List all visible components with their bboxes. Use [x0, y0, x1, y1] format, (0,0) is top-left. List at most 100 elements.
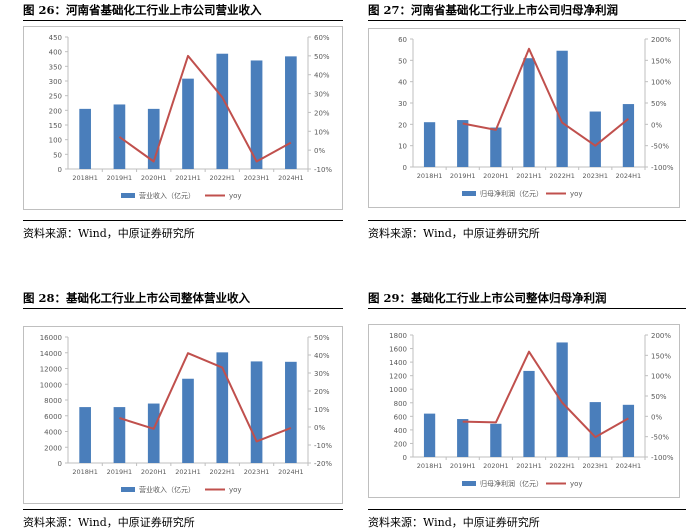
bar	[622, 404, 635, 457]
title-rule	[368, 20, 686, 21]
chart-panel-28: 图 28：基础化工行业上市公司整体营业收入 0 2000 4000 6000 8000 1…	[23, 288, 343, 532]
y-tick-label-left: 2000	[44, 444, 62, 452]
y-tick-label-right: 20%	[314, 109, 330, 117]
bar	[457, 120, 469, 167]
x-tick-label: 2020H1	[483, 172, 509, 180]
y-tick-label-right: 30%	[314, 91, 330, 99]
bar	[423, 413, 436, 457]
y-tick-label-left: 10	[398, 143, 407, 151]
y-tick-label-right: 20%	[314, 388, 330, 396]
bar	[113, 104, 126, 169]
figure-title: 图 27：河南省基础化工行业上市公司归母净利润	[368, 3, 619, 17]
chart-svg: 0 2000 4000 6000 8000 10000 12000 14000 16000 -20…	[40, 334, 333, 494]
y-tick-label-left: 450	[49, 34, 62, 42]
x-tick-label: 2018H1	[417, 172, 443, 180]
y-tick-label-left: 60	[398, 36, 407, 44]
y-tick-label-left: 100	[49, 137, 62, 145]
x-tick-label: 2018H1	[72, 468, 98, 476]
y-tick-label-right: 40%	[314, 72, 330, 80]
bar	[285, 56, 297, 169]
y-tick-label-left: 1400	[389, 359, 407, 367]
bar	[622, 104, 635, 167]
y-tick-label-left: 600	[394, 413, 407, 421]
y-tick-label-right: 50%	[314, 53, 330, 61]
title-rule	[23, 308, 343, 309]
y-tick-label-left: 400	[394, 427, 407, 435]
y-tick-label-left: 14000	[40, 350, 62, 358]
y-tick-label-left: 8000	[44, 397, 62, 405]
y-tick-label-left: 1200	[389, 373, 407, 381]
y-tick-label-left: 250	[49, 93, 62, 101]
chart-panel-29: 图 29：基础化工行业上市公司整体归母净利润 0 200 400 600 800 1000…	[368, 288, 686, 532]
y-tick-label-left: 200	[49, 107, 62, 115]
bar	[285, 361, 297, 463]
x-tick-label: 2023H1	[244, 468, 270, 476]
y-tick-label-right: -100%	[651, 454, 674, 462]
y-tick-label-left: 200	[394, 440, 407, 448]
legend-label-bar: 归母净利润（亿元）	[480, 189, 543, 198]
x-tick-label: 2024H1	[616, 462, 642, 470]
bar	[523, 58, 535, 168]
y-tick-label-right: 30%	[314, 370, 330, 378]
source-note: 资料来源：Wind，中原证券研究所	[23, 516, 195, 529]
chart-svg: 0 50 100 150 200 250 300 350 400 450 -10% 0% 10% 20% 3…	[49, 34, 333, 200]
y-tick-label-right: 0%	[314, 147, 325, 155]
y-tick-label-right: 0%	[314, 424, 325, 432]
source-rule	[23, 509, 343, 510]
bar	[423, 122, 436, 167]
figure-title: 图 26：河南省基础化工行业上市公司营业收入	[23, 3, 262, 17]
y-tick-label-right: -50%	[651, 143, 669, 151]
y-tick-label-right: 40%	[314, 352, 330, 360]
bar	[250, 60, 263, 169]
x-tick-label: 2024H1	[278, 468, 304, 476]
y-tick-label-left: 400	[49, 49, 62, 57]
chart-frame: 0 10 20 30 40 50 60 -100% -50% 0% 50% 100% 150% 200% 2…	[368, 28, 680, 208]
chart-panel-27: 图 27：河南省基础化工行业上市公司归母净利润 0 10 20 30 40 50 60 -10…	[368, 0, 686, 245]
y-tick-label-left: 20	[398, 121, 407, 129]
source-note: 资料来源：Wind，中原证券研究所	[368, 516, 540, 529]
y-tick-label-right: -50%	[651, 434, 669, 442]
y-tick-label-right: 50%	[651, 100, 667, 108]
bar	[182, 378, 194, 463]
y-tick-label-left: 40	[398, 79, 407, 87]
y-tick-label-right: 60%	[314, 34, 330, 42]
bar	[147, 108, 160, 169]
y-tick-label-right: 200%	[651, 36, 671, 44]
legend-label-bar: 营业收入（亿元）	[139, 485, 195, 494]
y-tick-label-left: 4000	[44, 429, 62, 437]
bar	[79, 108, 91, 169]
y-tick-label-left: 150	[49, 122, 62, 130]
y-tick-label-left: 800	[394, 400, 407, 408]
y-tick-label-right: 100%	[651, 79, 671, 87]
bar	[79, 407, 91, 463]
y-tick-label-right: 10%	[314, 128, 330, 136]
y-tick-label-left: 6000	[44, 413, 62, 421]
y-tick-label-right: 200%	[651, 332, 671, 340]
legend-label-line: yoy	[229, 486, 242, 494]
chart-frame: 0 2000 4000 6000 8000 10000 12000 14000 16000 -20…	[23, 326, 343, 504]
y-tick-label-right: 0%	[651, 121, 662, 129]
x-tick-label: 2023H1	[582, 462, 608, 470]
y-tick-label-left: 16000	[40, 334, 62, 342]
y-tick-label-left: 350	[49, 63, 62, 71]
x-tick-label: 2019H1	[107, 174, 133, 182]
source-note: 资料来源：Wind，中原证券研究所	[23, 227, 195, 240]
y-tick-label-right: 150%	[651, 57, 671, 65]
y-tick-label-left: 0	[58, 460, 62, 468]
source-rule	[368, 220, 686, 221]
x-tick-label: 2024H1	[278, 174, 304, 182]
y-tick-label-right: -10%	[314, 442, 332, 450]
bar	[182, 78, 194, 169]
x-tick-label: 2023H1	[582, 172, 608, 180]
yoy-line	[462, 350, 629, 439]
bar	[216, 352, 229, 463]
source-note: 资料来源：Wind，中原证券研究所	[368, 227, 540, 240]
bar	[216, 53, 229, 169]
bar	[556, 342, 568, 457]
bar	[113, 407, 126, 463]
bar	[490, 423, 502, 457]
x-tick-label: 2021H1	[175, 174, 201, 182]
legend-label-line: yoy	[570, 190, 583, 198]
y-tick-label-right: 100%	[651, 373, 671, 381]
legend-swatch-bar	[462, 191, 476, 196]
